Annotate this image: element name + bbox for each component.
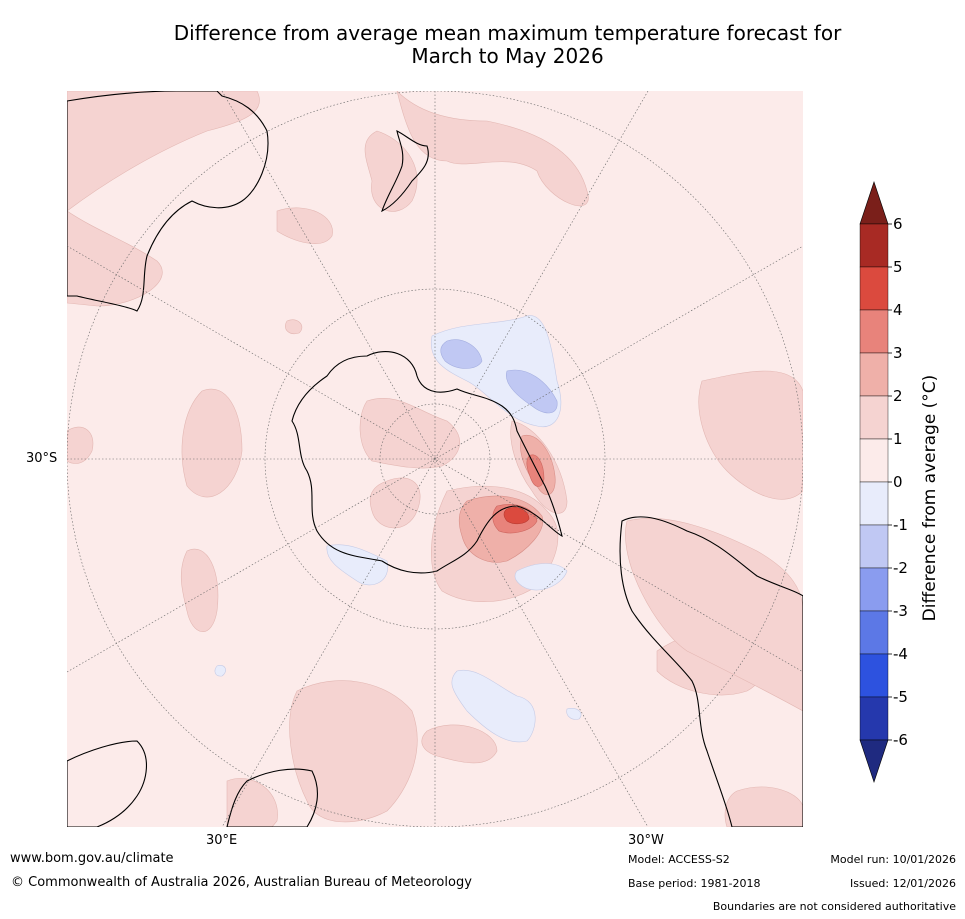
colorbar-bin bbox=[859, 653, 889, 698]
latitude-label-30s: 30°S bbox=[26, 451, 58, 466]
colorbar-tick-label: 5 bbox=[893, 258, 903, 276]
longitude-label-30e: 30°E bbox=[206, 833, 238, 848]
colorbar-tick-label: 4 bbox=[893, 301, 903, 319]
colorbar-bin bbox=[859, 524, 889, 569]
model-text: Model: ACCESS-S2 bbox=[628, 853, 730, 866]
colorbar-tick-label: 6 bbox=[893, 215, 903, 233]
colorbar-bin bbox=[859, 352, 889, 397]
colorbar-tick-label: 1 bbox=[893, 430, 903, 448]
colorbar-tick-label: -6 bbox=[893, 731, 908, 749]
coastlines bbox=[67, 91, 803, 827]
colorbar-over-arrow bbox=[859, 181, 889, 225]
copyright-text: © Commonwealth of Australia 2026, Austra… bbox=[11, 875, 472, 890]
colorbar-bin bbox=[859, 266, 889, 311]
colorbar-tick-label: 0 bbox=[893, 473, 903, 491]
colorbar-bin bbox=[859, 438, 889, 483]
colorbar-tick-label: -4 bbox=[893, 645, 908, 663]
title-line-1: Difference from average mean maximum tem… bbox=[173, 21, 842, 45]
disclaimer-text: Boundaries are not considered authoritat… bbox=[712, 900, 956, 913]
colorbar-tick-label: -5 bbox=[893, 688, 908, 706]
colorbar-tick-label: 3 bbox=[893, 344, 903, 362]
colorbar-bin bbox=[859, 696, 889, 741]
colorbar-bin bbox=[859, 223, 889, 268]
model-run-text: Model run: 10/01/2026 bbox=[830, 853, 956, 866]
colorbar-tick-label: 2 bbox=[893, 387, 903, 405]
graticule bbox=[67, 91, 803, 827]
title-line-2: March to May 2026 bbox=[411, 44, 604, 68]
longitude-label-30w: 30°W bbox=[628, 833, 664, 848]
website-link[interactable]: www.bom.gov.au/climate bbox=[10, 851, 174, 866]
temperature-anomaly-map[interactable] bbox=[67, 91, 803, 827]
colorbar-bin bbox=[859, 395, 889, 440]
colorbar-bin bbox=[859, 309, 889, 354]
colorbar-bin bbox=[859, 567, 889, 612]
colorbar: 6 5 4 3 2 1 0 -1 -2 -3 -4 -5 -6 Difference from aver… bbox=[859, 181, 940, 783]
chart-title: Difference from average mean maximum tem… bbox=[60, 22, 955, 68]
base-period-text: Base period: 1981-2018 bbox=[628, 877, 761, 890]
colorbar-tick-label: -2 bbox=[893, 559, 908, 577]
colorbar-tick-label: -3 bbox=[893, 602, 908, 620]
colorbar-tick-label: -1 bbox=[893, 516, 908, 534]
anomaly-minus2-1-regions bbox=[440, 339, 558, 414]
anomaly-4-5-regions bbox=[503, 507, 530, 525]
colorbar-under-arrow bbox=[859, 739, 889, 783]
issued-text: Issued: 12/01/2026 bbox=[849, 877, 956, 890]
colorbar-bin bbox=[859, 481, 889, 526]
colorbar-label: Difference from average (°C) bbox=[920, 375, 940, 622]
colorbar-bin bbox=[859, 610, 889, 655]
